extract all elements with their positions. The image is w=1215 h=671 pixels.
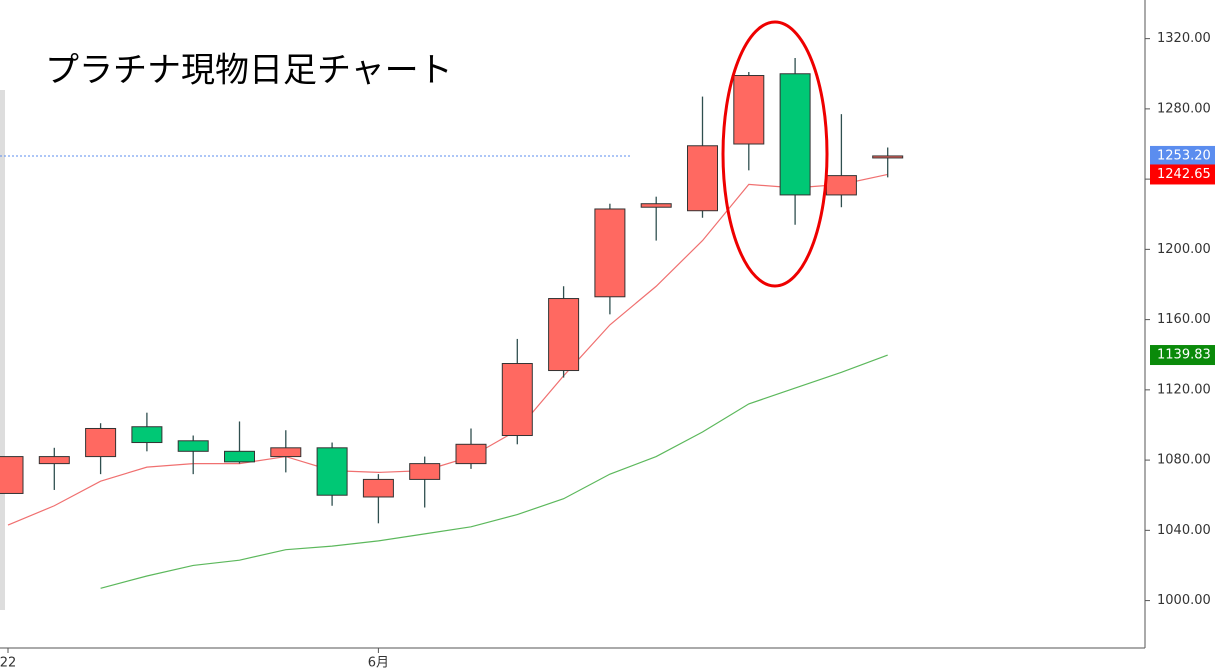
candle-body [409, 463, 441, 480]
y-tick-label: 1160.00 [1157, 312, 1211, 327]
candle-body [316, 447, 348, 496]
price-label-box [1150, 164, 1215, 185]
candle-body [548, 298, 580, 372]
candle-body [594, 208, 626, 298]
y-tick-label: 1120.00 [1157, 382, 1211, 397]
candle-body [224, 450, 255, 463]
price-label-box [1150, 145, 1215, 166]
candle-body [0, 456, 24, 494]
candle-body [872, 155, 904, 159]
candle-body [270, 447, 302, 458]
price-label: 1242.65 [1157, 167, 1211, 182]
y-tick-label: 1080.00 [1157, 453, 1211, 468]
candle-body [779, 73, 811, 196]
ma-line [100, 354, 888, 589]
chart-title: プラチナ現物日足チャート [45, 51, 453, 91]
candle-body [640, 203, 672, 208]
candle-body [825, 175, 857, 196]
highlight-ellipse [721, 20, 829, 288]
y-tick-label: 1040.00 [1157, 523, 1211, 538]
candle-body [177, 440, 209, 452]
y-tick-label: 1000.00 [1157, 593, 1211, 608]
x-tick-label: 6月 [368, 656, 389, 671]
y-tick-label: 1280.00 [1157, 101, 1211, 116]
candle-body [85, 427, 117, 458]
candle-body [501, 363, 533, 437]
candle-body [362, 478, 394, 498]
y-tick-label: 1200.00 [1157, 242, 1211, 257]
candle-body [733, 75, 765, 145]
candle-body [455, 443, 487, 465]
candle-body [131, 426, 163, 444]
left-strip [0, 90, 5, 610]
candle-body [38, 456, 70, 465]
ma-line [7, 173, 888, 526]
x-tick-label: 22 [0, 656, 16, 671]
price-label-box [1150, 345, 1215, 366]
price-label: 1139.83 [1157, 348, 1211, 363]
y-tick-label: 1320.00 [1157, 31, 1211, 46]
candle-body [687, 145, 718, 212]
price-label: 1253.20 [1157, 148, 1211, 163]
